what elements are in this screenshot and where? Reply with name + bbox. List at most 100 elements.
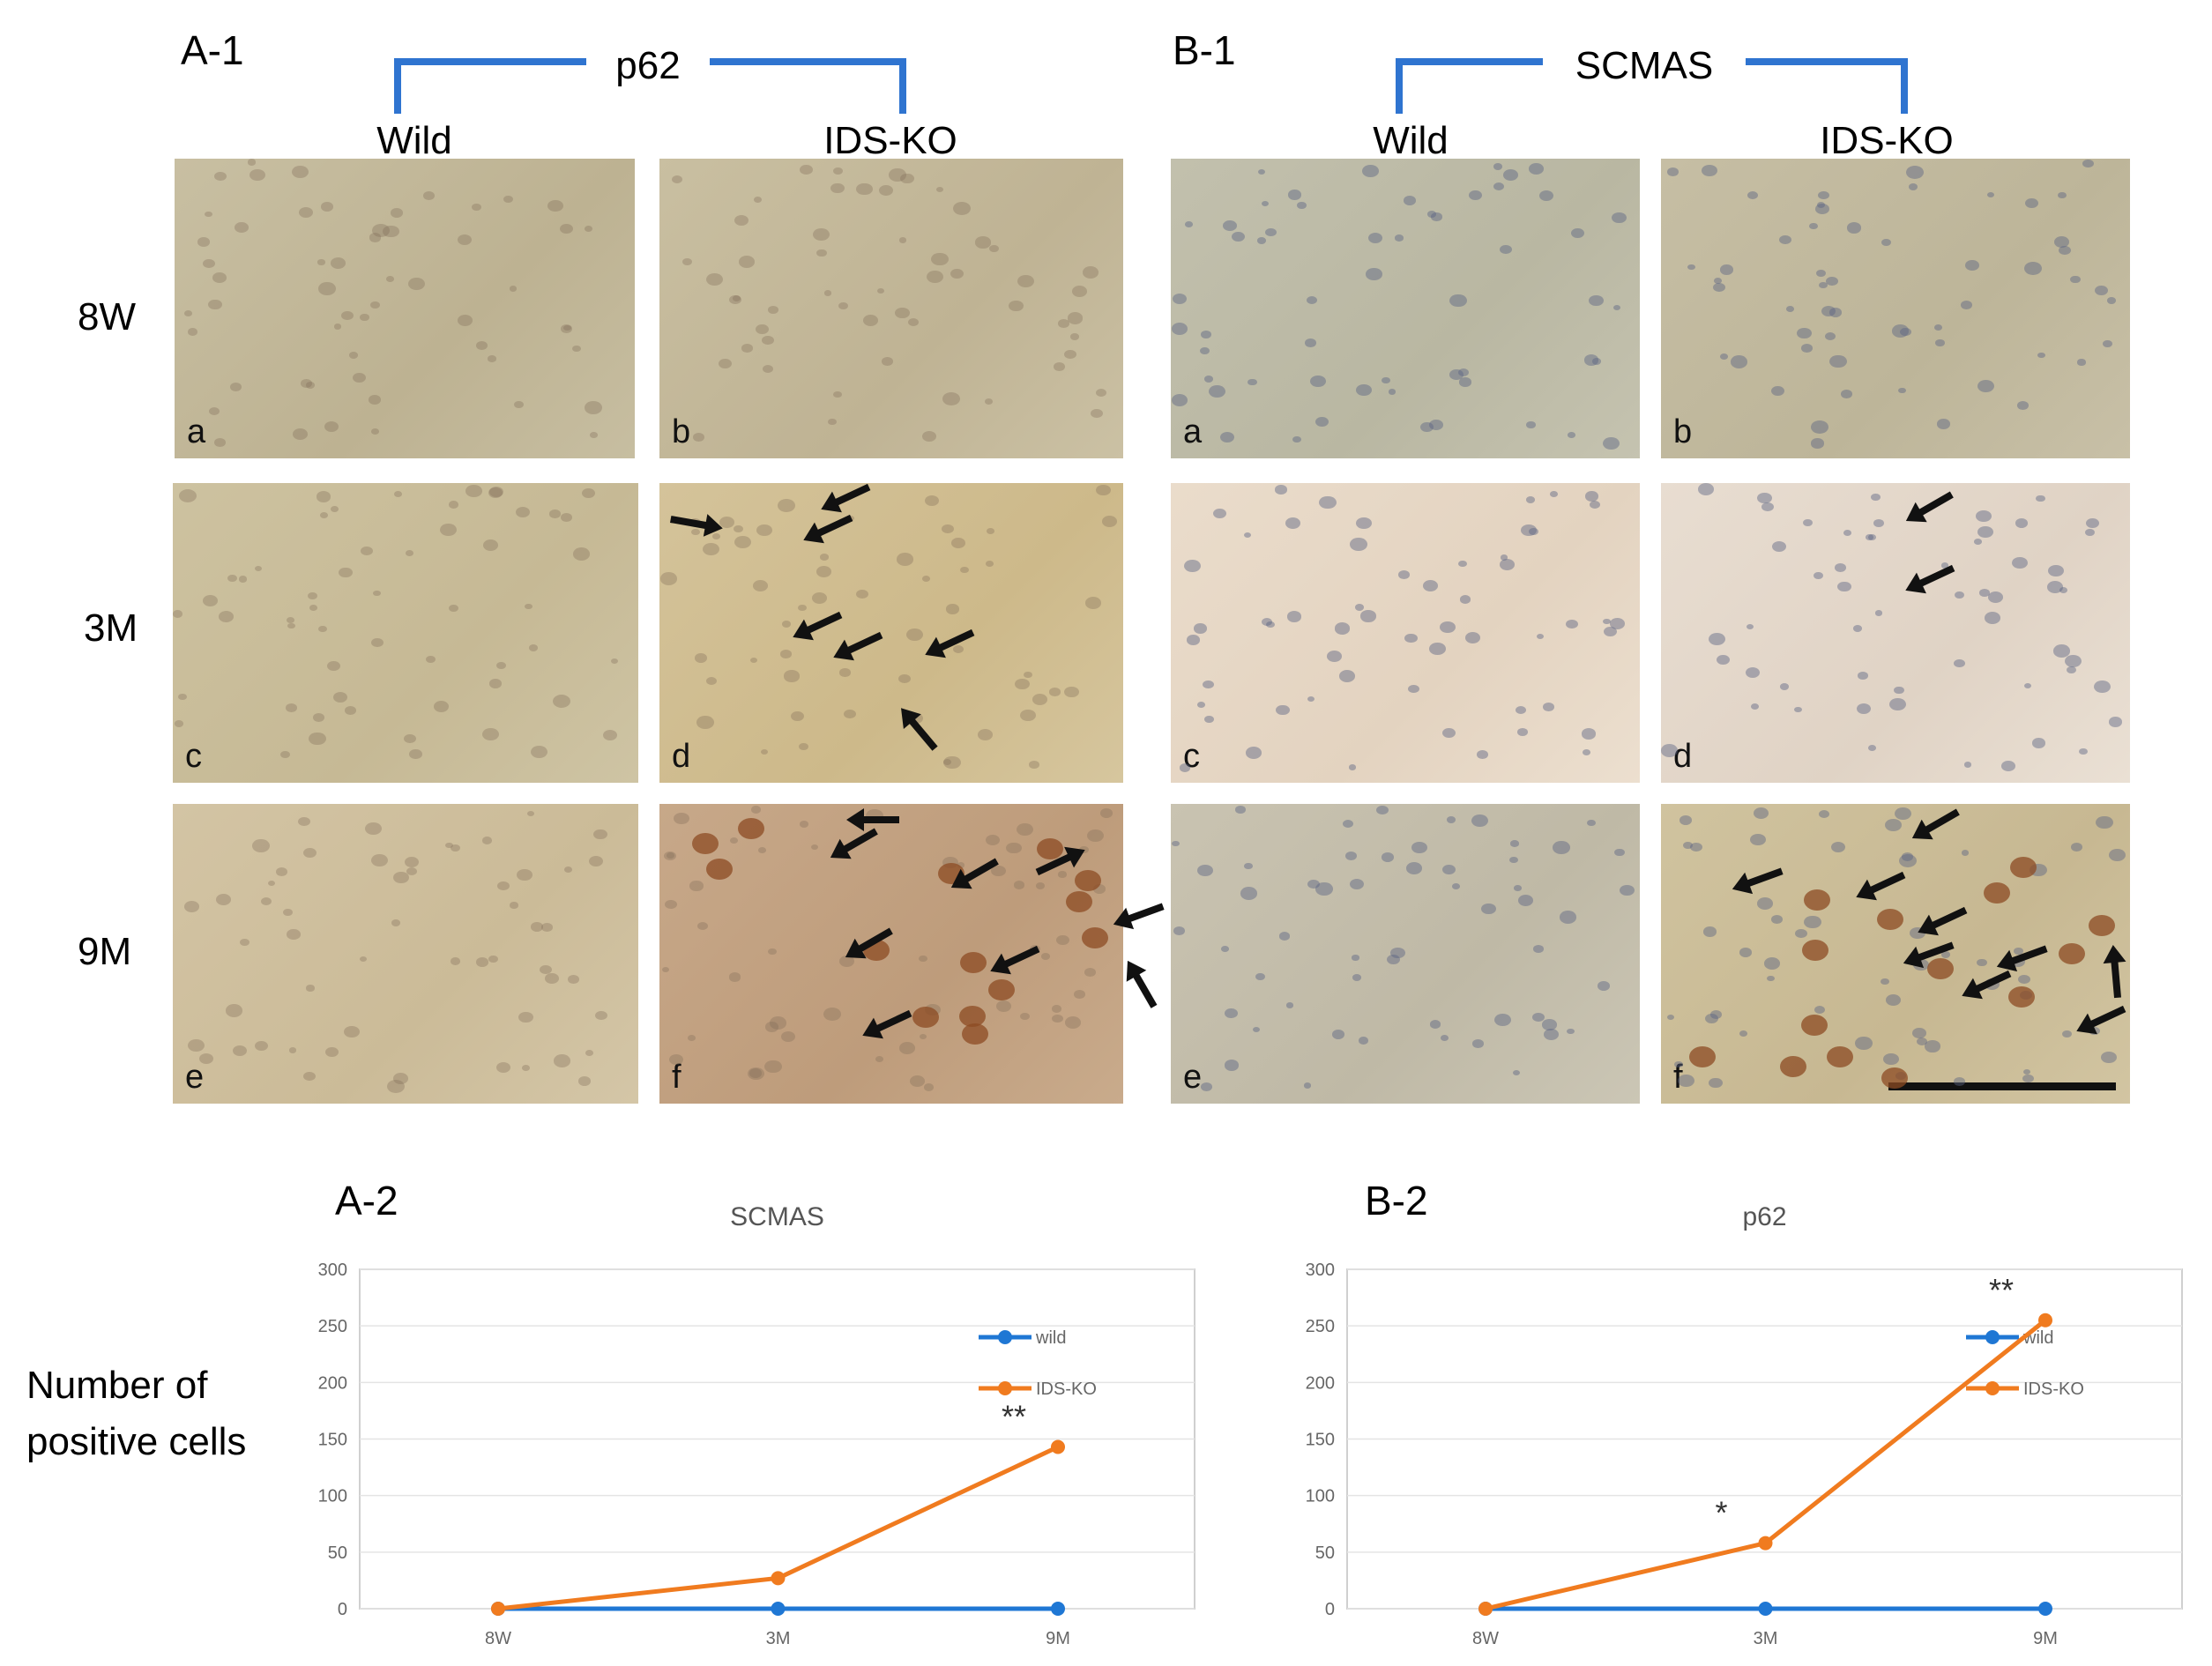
cell-nucleus	[584, 226, 592, 233]
cell-nucleus	[1720, 264, 1733, 275]
cell-nucleus	[1052, 1005, 1062, 1013]
cell-nucleus	[800, 164, 813, 175]
micrograph-b1-9m-ko: f	[1661, 804, 2130, 1104]
cell-nucleus	[1036, 882, 1046, 889]
cell-nucleus	[823, 1007, 841, 1021]
cell-nucleus	[371, 224, 390, 238]
cell-nucleus	[1319, 495, 1337, 509]
cell-nucleus	[1200, 331, 1211, 338]
cell-nucleus	[1709, 1009, 1723, 1019]
cell-nucleus	[1687, 264, 1695, 271]
cell-nucleus	[2064, 654, 2082, 668]
stained-cell	[1926, 957, 1954, 979]
cell-nucleus	[844, 709, 857, 719]
cell-nucleus	[1342, 820, 1353, 829]
cell-nucleus	[986, 561, 994, 568]
cell-nucleus	[1073, 989, 1086, 999]
sub-letter: e	[1183, 1059, 1203, 1096]
stained-cell	[988, 978, 1016, 1000]
cell-nucleus	[188, 1038, 205, 1052]
cell-nucleus	[547, 199, 564, 212]
cell-nucleus	[1091, 408, 1103, 418]
cell-nucleus	[1382, 376, 1390, 383]
cell-nucleus	[769, 1016, 787, 1030]
cell-nucleus	[1513, 1070, 1521, 1076]
cell-nucleus	[1817, 201, 1826, 208]
cell-nucleus	[1889, 698, 1907, 711]
cell-nucleus	[951, 538, 965, 548]
cell-nucleus	[1049, 688, 1061, 696]
cell-nucleus	[475, 956, 489, 967]
x-tick-label: 8W	[485, 1629, 511, 1648]
micrograph-b1-3m-ko: d	[1661, 483, 2130, 783]
cell-nucleus	[671, 175, 682, 184]
data-point	[771, 1602, 786, 1616]
cell-nucleus	[254, 566, 262, 572]
micrograph-a1-3m-ko: d	[659, 483, 1123, 783]
cell-nucleus	[1197, 865, 1214, 877]
cell-nucleus	[503, 196, 513, 204]
cell-nucleus	[919, 955, 927, 963]
cell-nucleus	[232, 1045, 248, 1057]
cell-nucleus	[1745, 667, 1760, 679]
cell-nucleus	[1553, 841, 1570, 854]
cell-nucleus	[1901, 852, 1913, 862]
y-axis-label: Number of positive cells	[26, 1357, 246, 1470]
cell-nucleus	[919, 1033, 927, 1039]
cell-nucleus	[749, 1067, 762, 1078]
cell-nucleus	[811, 592, 828, 605]
legend-label: IDS-KO	[1036, 1380, 1097, 1399]
cell-nucleus	[1367, 232, 1383, 244]
cell-nucleus	[2031, 737, 2046, 748]
cell-nucleus	[287, 622, 296, 629]
cell-nucleus	[833, 167, 844, 175]
cell-nucleus	[1846, 222, 1862, 234]
cell-nucleus	[1471, 814, 1488, 827]
cell-nucleus	[2061, 1030, 2072, 1038]
cell-nucleus	[445, 843, 453, 849]
cell-nucleus	[1785, 306, 1795, 313]
cell-nucleus	[1584, 491, 1599, 502]
y-tick-label: 50	[328, 1543, 347, 1563]
cell-nucleus	[541, 923, 554, 932]
cell-nucleus	[1494, 1013, 1512, 1026]
cell-nucleus	[219, 611, 235, 622]
cell-nucleus	[741, 344, 753, 353]
cell-nucleus	[1810, 438, 1824, 449]
cell-nucleus	[1778, 234, 1792, 245]
cell-nucleus	[953, 645, 964, 654]
cell-nucleus	[960, 566, 970, 574]
cell-nucleus	[1815, 204, 1829, 214]
cell-nucleus	[798, 604, 807, 611]
cell-nucleus	[1893, 686, 1904, 695]
cell-nucleus	[309, 732, 326, 746]
cell-nucleus	[1821, 306, 1836, 317]
cell-nucleus	[404, 856, 419, 867]
cell-nucleus	[1307, 879, 1321, 889]
cell-nucleus	[344, 1025, 361, 1038]
cell-nucleus	[1172, 294, 1187, 305]
cell-nucleus	[1265, 227, 1277, 237]
cell-nucleus	[921, 430, 937, 443]
cell-nucleus	[1815, 269, 1827, 278]
cell-nucleus	[1529, 163, 1544, 175]
cell-nucleus	[1954, 658, 1966, 668]
cell-nucleus	[753, 196, 762, 203]
cell-nucleus	[1287, 190, 1302, 200]
cell-nucleus	[1248, 378, 1257, 386]
cell-nucleus	[816, 565, 831, 577]
y-tick-label: 0	[338, 1600, 347, 1619]
cell-nucleus	[552, 695, 570, 709]
cell-nucleus	[984, 398, 994, 405]
cell-nucleus	[1591, 357, 1602, 365]
y-tick-label: 100	[318, 1487, 347, 1506]
cell-nucleus	[1500, 554, 1508, 561]
cell-nucleus	[696, 716, 714, 730]
cell-nucleus	[1756, 896, 1774, 910]
cell-nucleus	[2071, 843, 2082, 852]
cell-nucleus	[324, 420, 339, 433]
data-point	[2038, 1313, 2052, 1328]
cell-nucleus	[758, 846, 767, 853]
stained-cell	[737, 817, 764, 839]
